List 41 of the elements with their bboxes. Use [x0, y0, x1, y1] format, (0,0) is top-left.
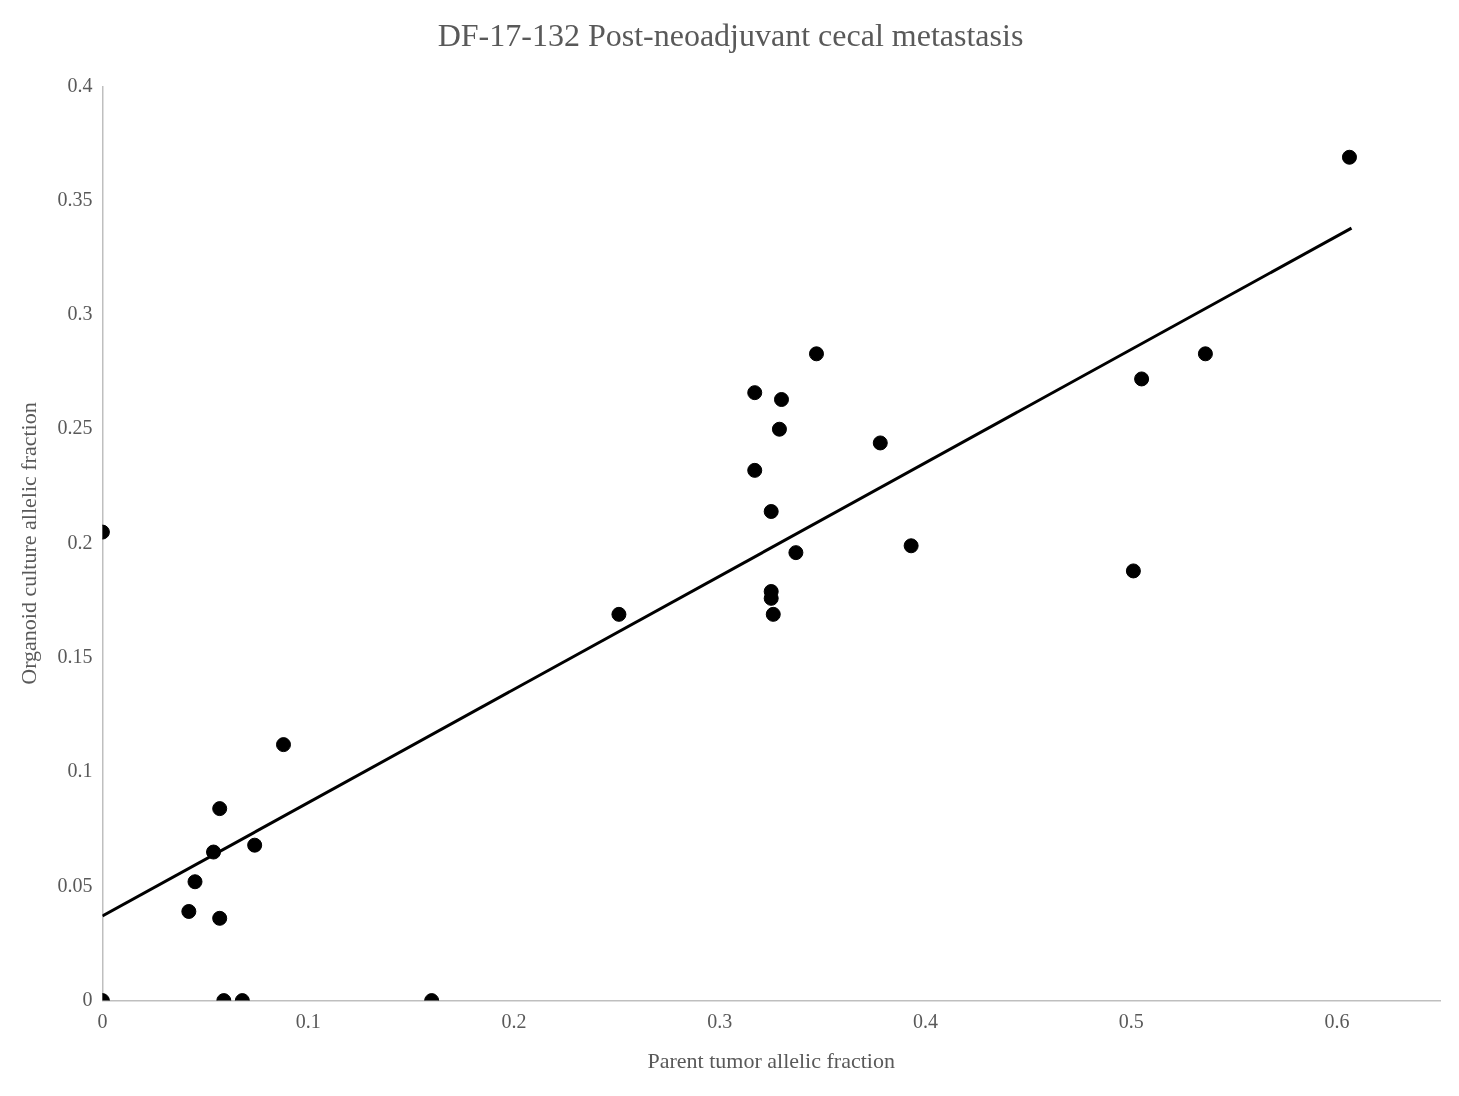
- y-tick-label: 0.2: [67, 530, 93, 553]
- point: [1197, 346, 1213, 362]
- point: [771, 421, 787, 437]
- point: [1134, 371, 1150, 387]
- x-tick-label: 0.2: [501, 1009, 527, 1032]
- x-axis-title: Parent tumor allelic fraction: [647, 1047, 895, 1073]
- point: [1341, 149, 1357, 165]
- y-tick-label: 0: [82, 987, 93, 1010]
- x-tick-label: 0.5: [1118, 1009, 1144, 1032]
- point: [187, 874, 203, 890]
- point: [903, 538, 919, 554]
- x-tick-label: 0.6: [1324, 1009, 1350, 1032]
- x-tick-label: 0.4: [913, 1009, 939, 1032]
- y-tick-label: 0.3: [67, 302, 93, 325]
- point: [247, 837, 263, 853]
- y-tick-label: 0.1: [67, 759, 93, 782]
- point: [872, 435, 888, 451]
- chart-title: DF-17-132 Post-neoadjuvant cecal metastasis: [437, 16, 1024, 53]
- point: [611, 606, 627, 622]
- point: [808, 346, 824, 362]
- y-tick-label: 0.15: [57, 645, 93, 668]
- point: [275, 737, 291, 753]
- y-tick-label: 0.05: [57, 873, 93, 896]
- point: [1125, 563, 1141, 579]
- y-axis-title: Organoid culture allelic fraction: [15, 402, 41, 685]
- point: [181, 903, 197, 919]
- x-tick-label: 0: [97, 1009, 108, 1032]
- x-tick-label: 0.3: [707, 1009, 733, 1032]
- y-tick-label: 0.4: [67, 73, 93, 96]
- point: [773, 392, 789, 408]
- point: [765, 606, 781, 622]
- point: [747, 385, 763, 401]
- point: [212, 910, 228, 926]
- point: [212, 801, 228, 817]
- y-tick-label: 0.35: [57, 187, 93, 210]
- point: [788, 545, 804, 561]
- point: [763, 504, 779, 519]
- point: [747, 462, 763, 478]
- y-tick-label: 0.25: [57, 416, 93, 439]
- point: [206, 844, 222, 860]
- x-tick-label: 0.1: [295, 1009, 321, 1032]
